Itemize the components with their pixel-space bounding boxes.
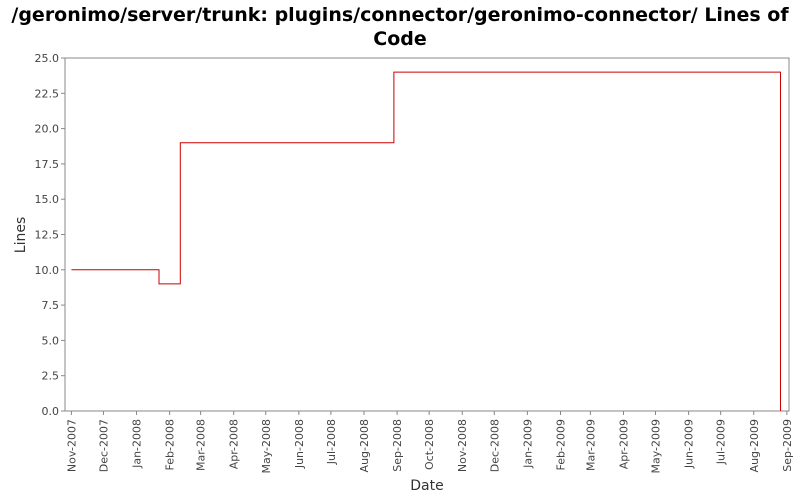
x-tick-label: Aug-2008	[358, 419, 371, 472]
series-line	[71, 71, 781, 411]
x-tick-label: Jul-2008	[325, 419, 338, 465]
plot-area	[64, 57, 790, 412]
x-tick-label: Feb-2009	[554, 419, 567, 470]
y-tick-label: 0.0	[42, 405, 60, 418]
y-tick-label: 22.5	[35, 87, 60, 100]
y-tick-label: 5.0	[42, 334, 60, 347]
x-tick-label: Jan-2008	[131, 419, 144, 469]
x-tick-label: May-2008	[260, 419, 273, 474]
y-tick-label: 25.0	[35, 52, 60, 65]
chart-title-line-2: Code	[373, 28, 427, 50]
y-tick-label: 2.5	[42, 370, 60, 383]
y-axis: 0.0 2.5 5.0 7.5 10.0 12.5 15.0 17.5 20.0 22.5 25.0	[35, 52, 65, 418]
x-tick-label: Oct-2008	[423, 419, 436, 470]
x-tick-label: Jan-2009	[521, 419, 534, 469]
x-tick-label: Nov-2007	[65, 419, 78, 472]
y-tick-label: 17.5	[35, 158, 60, 171]
x-tick-label: Nov-2008	[456, 419, 469, 472]
x-tick-label: Dec-2008	[488, 419, 501, 472]
x-tick-label: Mar-2008	[195, 419, 208, 471]
x-tick-label: Feb-2008	[164, 419, 177, 470]
x-axis-label: Date	[410, 478, 443, 494]
x-tick-label: May-2009	[650, 419, 663, 474]
x-tick-label: Dec-2007	[97, 419, 110, 472]
y-axis-label: Lines	[13, 217, 29, 253]
y-tick-label: 15.0	[35, 193, 60, 206]
x-tick-label: Jun-2009	[683, 419, 696, 469]
y-tick-label: 7.5	[42, 299, 60, 312]
x-tick-label: Jun-2008	[293, 419, 306, 469]
y-tick-label: 10.0	[35, 264, 60, 277]
y-tick-label: 20.0	[35, 123, 60, 136]
series-layer	[71, 71, 781, 412]
x-tick-label: Apr-2009	[617, 419, 630, 469]
chart-title-line-1: /geronimo/server/trunk: plugins/connecto…	[11, 4, 789, 26]
x-tick-label: Sep-2008	[391, 419, 404, 472]
x-tick-label: Mar-2009	[584, 419, 597, 471]
x-tick-label: Sep-2009	[781, 419, 794, 472]
x-axis: Nov-2007 Dec-2007 Jan-2008 Feb-2008 Mar-2008…	[65, 411, 794, 474]
x-tick-label: Jul-2009	[715, 419, 728, 465]
y-tick-label: 12.5	[35, 229, 60, 242]
x-tick-label: Aug-2009	[748, 419, 761, 472]
chart-title: /geronimo/server/trunk: plugins/connecto…	[0, 3, 800, 51]
x-tick-label: Apr-2008	[228, 419, 241, 469]
